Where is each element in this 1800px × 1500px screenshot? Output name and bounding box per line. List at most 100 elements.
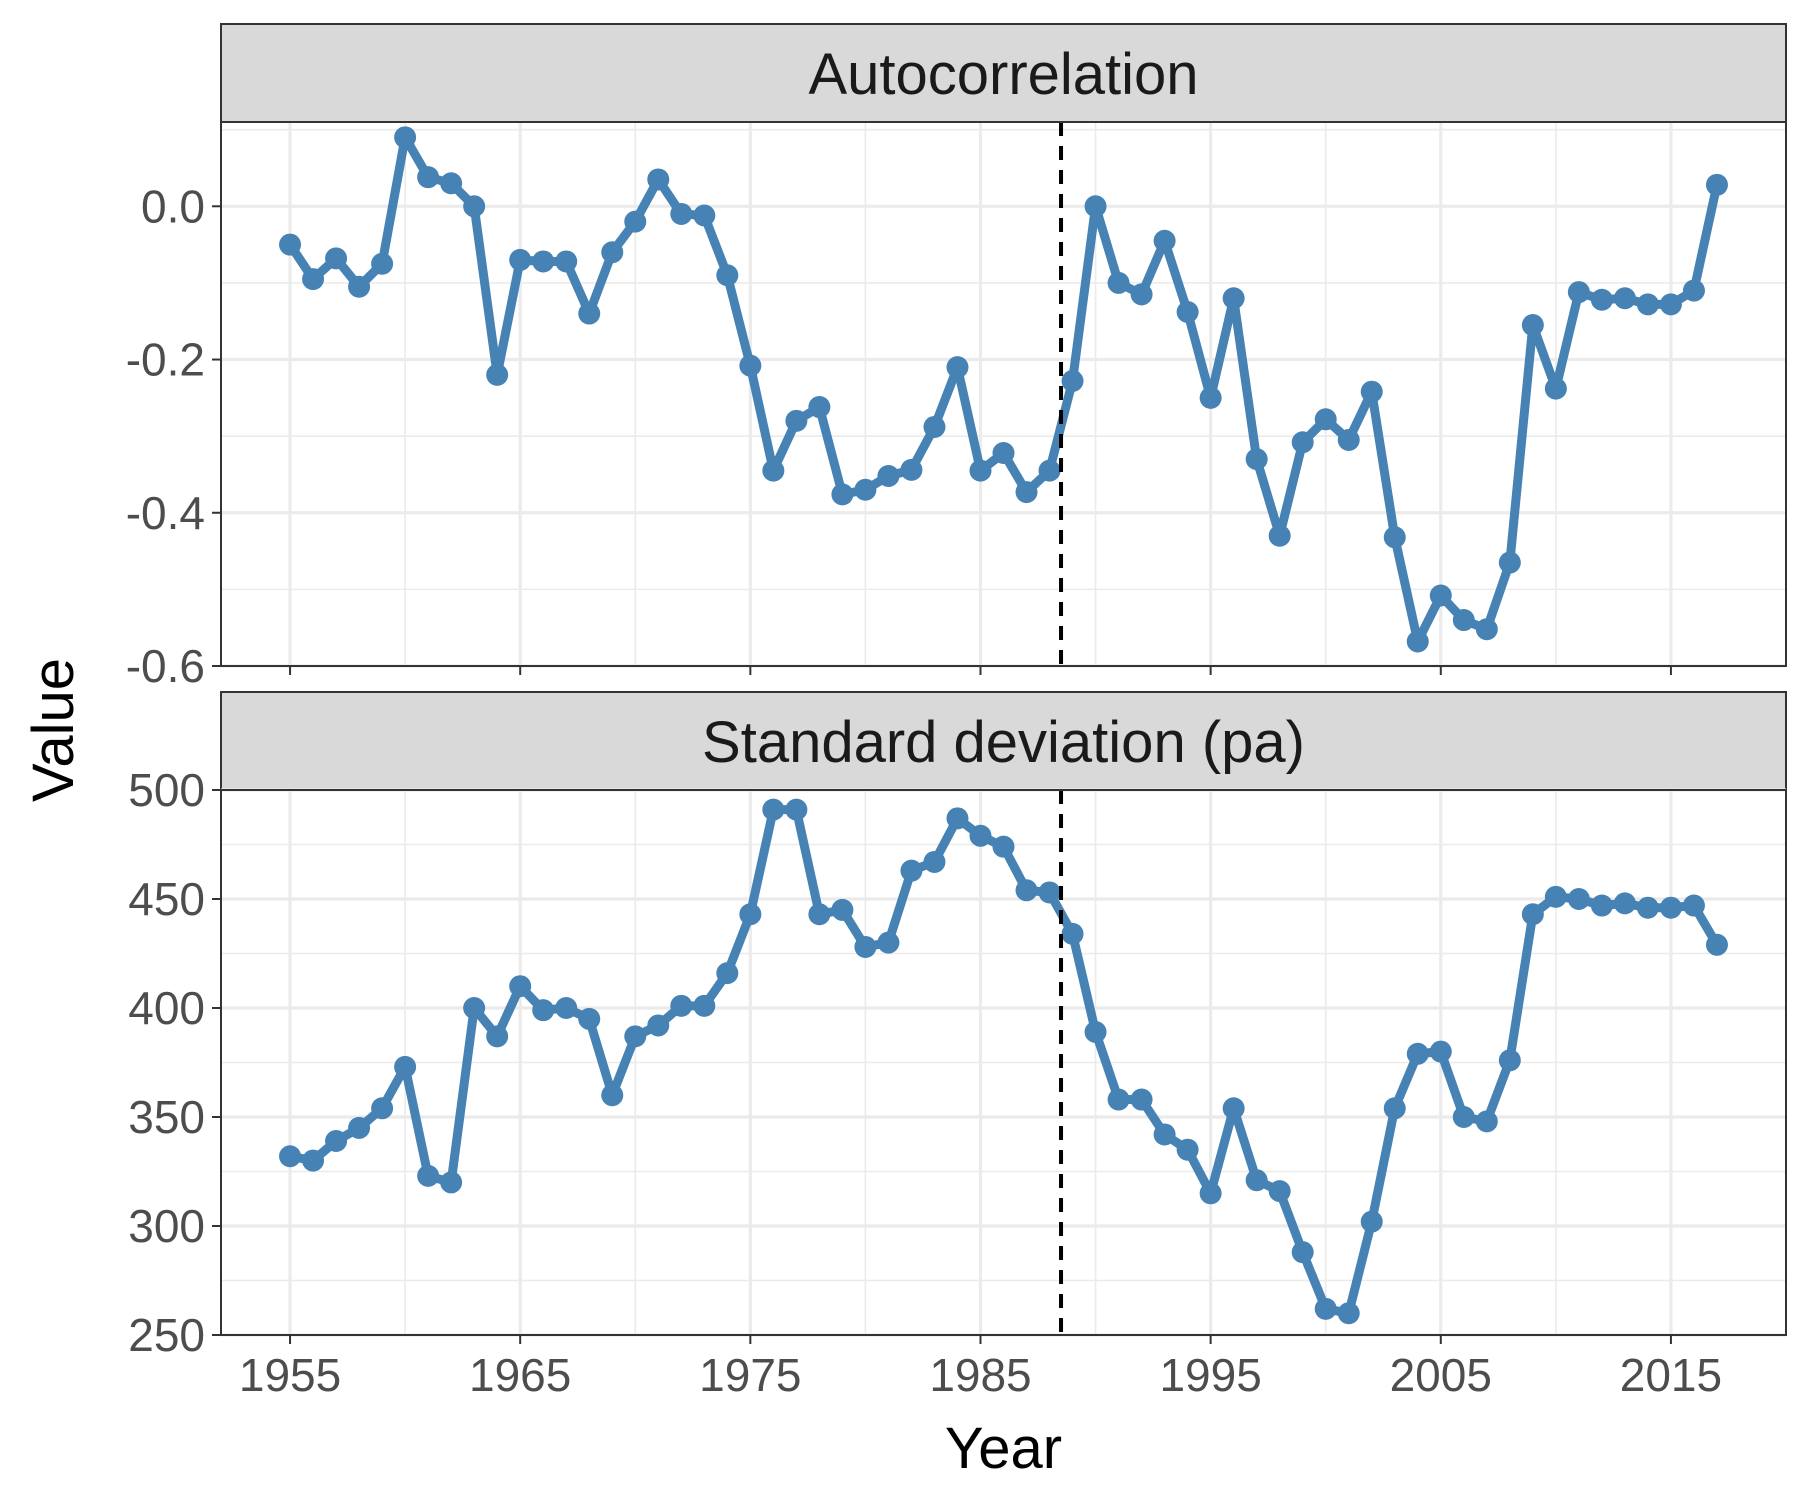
- y-tick-label: -0.2: [126, 334, 205, 386]
- panel-title: Autocorrelation: [808, 42, 1198, 107]
- data-point: [1475, 1110, 1498, 1133]
- data-point: [1544, 377, 1567, 400]
- data-point: [693, 204, 716, 227]
- data-point: [1199, 386, 1222, 409]
- data-point: [1682, 279, 1705, 302]
- data-point: [1199, 1182, 1222, 1205]
- data-point: [900, 859, 923, 882]
- data-point: [1521, 903, 1544, 926]
- data-point: [302, 268, 325, 291]
- data-point: [624, 1025, 647, 1048]
- data-point: [1590, 894, 1613, 917]
- data-point: [440, 1171, 463, 1194]
- panel-strip: [220, 23, 1787, 123]
- panel-title: Standard deviation (pa): [702, 710, 1305, 775]
- data-point: [1406, 1042, 1429, 1065]
- data-point: [1268, 524, 1291, 547]
- data-point: [808, 396, 831, 419]
- data-point: [463, 997, 486, 1019]
- data-point: [877, 931, 900, 954]
- data-point: [325, 247, 348, 270]
- data-point: [1337, 1302, 1360, 1325]
- data-point: [371, 252, 394, 275]
- data-point: [716, 264, 739, 287]
- data-point: [762, 798, 785, 821]
- data-point: [693, 994, 716, 1017]
- y-tick-label: 450: [128, 873, 205, 925]
- data-point: [1659, 896, 1682, 919]
- data-point: [555, 250, 578, 273]
- data-point: [785, 798, 808, 821]
- data-point: [1383, 526, 1406, 549]
- data-point: [578, 302, 601, 325]
- data-point: [624, 210, 647, 233]
- data-point: [946, 807, 969, 830]
- data-point: [279, 1145, 302, 1168]
- data-point: [647, 1014, 670, 1037]
- data-point: [716, 962, 739, 985]
- y-tick-label: -0.6: [126, 640, 205, 692]
- data-point: [1360, 380, 1383, 403]
- y-axis-title: Value: [21, 658, 86, 802]
- y-tick-label: -0.4: [126, 487, 205, 539]
- data-point: [463, 195, 486, 218]
- data-point: [1429, 1040, 1452, 1063]
- data-point: [854, 935, 877, 958]
- data-point: [1038, 459, 1061, 482]
- data-point: [1291, 431, 1314, 454]
- panel-border: [220, 121, 1787, 667]
- data-point: [1337, 428, 1360, 451]
- standard-deviation-panel: Standard deviation (pa) 500 450 400 350 300 2…: [128, 691, 1787, 1361]
- x-tick-label: 2015: [1620, 1349, 1722, 1401]
- data-point: [900, 458, 923, 481]
- y-tick-label: 300: [128, 1200, 205, 1252]
- data-point: [601, 241, 624, 264]
- data-point: [417, 1164, 440, 1187]
- data-point: [1084, 195, 1107, 218]
- x-tick-label: 2005: [1390, 1349, 1492, 1401]
- data-point: [1567, 281, 1590, 304]
- data-point: [1015, 879, 1038, 902]
- data-point: [831, 483, 854, 506]
- data-point: [1429, 584, 1452, 607]
- data-point: [1015, 481, 1038, 504]
- data-point: [486, 363, 509, 386]
- data-point: [1153, 1123, 1176, 1146]
- data-point: [946, 356, 969, 379]
- data-point: [1245, 448, 1268, 471]
- data-point: [1176, 301, 1199, 324]
- x-tick-label: 1975: [699, 1349, 801, 1401]
- data-point: [1636, 896, 1659, 919]
- data-point: [509, 975, 532, 998]
- data-point: [992, 441, 1015, 464]
- data-point: [1084, 1020, 1107, 1043]
- data-point: [1130, 1088, 1153, 1111]
- data-point: [1107, 1088, 1130, 1111]
- data-point: [808, 903, 831, 926]
- data-point: [1498, 1049, 1521, 1072]
- data-point: [1544, 885, 1567, 908]
- data-point: [1176, 1138, 1199, 1161]
- data-point: [1222, 287, 1245, 310]
- data-point: [877, 464, 900, 487]
- data-point: [1475, 618, 1498, 641]
- data-point: [509, 248, 532, 271]
- data-point: [1406, 630, 1429, 653]
- data-point: [1636, 293, 1659, 316]
- data-point: [923, 415, 946, 438]
- plot-area: [221, 122, 1786, 668]
- data-point: [992, 835, 1015, 858]
- data-point: [647, 168, 670, 191]
- data-point: [601, 1084, 624, 1107]
- data-point: [555, 997, 578, 1019]
- data-point: [1245, 1169, 1268, 1192]
- data-point: [1130, 283, 1153, 306]
- data-point: [394, 1055, 417, 1078]
- data-point: [670, 994, 693, 1017]
- data-point: [1498, 551, 1521, 574]
- data-point: [1222, 1097, 1245, 1120]
- data-point: [1613, 892, 1636, 915]
- x-tick-label: 1995: [1159, 1349, 1261, 1401]
- data-point: [831, 898, 854, 921]
